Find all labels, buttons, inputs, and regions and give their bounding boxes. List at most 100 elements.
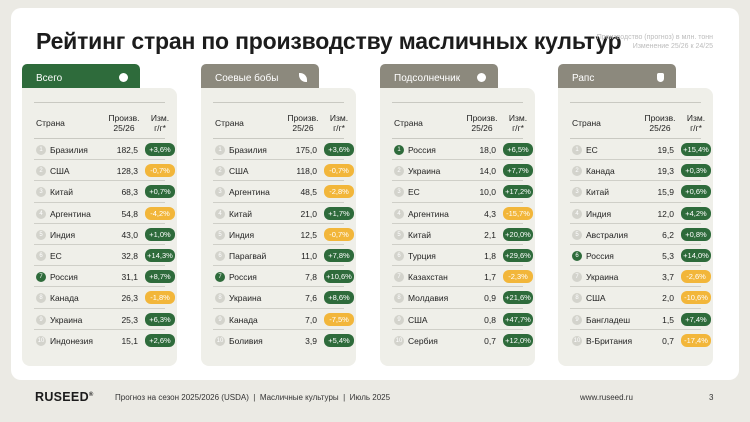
production-value: 3,9 (305, 335, 317, 346)
production-value: 6,2 (662, 229, 674, 240)
table-row: 8 Молдавия 0,9 +21,6% (392, 287, 533, 309)
change-badge: -4,2% (145, 206, 175, 220)
table-row: 1 Бразилия 182,5 +3,6% (34, 139, 175, 161)
change-badge: +21,6% (503, 291, 533, 305)
change-badge: +8,6% (324, 291, 354, 305)
table-row: 9 Украина 25,3 +6,3% (34, 309, 175, 330)
change-badge: +5,4% (324, 333, 354, 347)
table-row: 2 Украина 14,0 +7,7% (392, 160, 533, 182)
table-row: 7 Россия 7,8 +10,6% (213, 266, 354, 288)
page-title: Рейтинг стран по производству масличных … (36, 28, 622, 54)
logo-registered-mark: ® (88, 391, 94, 398)
country-name: Китай (50, 187, 73, 198)
change-badge: +6,5% (503, 143, 533, 156)
rank-badge: 5 (215, 229, 225, 240)
ranking-panel: Рапс Страна Произв. 25/26 Изм. г/г* 1 ЕС 19,5 +15… (558, 64, 713, 366)
table-row: 3 Китай 68,3 +0,7% (34, 181, 175, 203)
header-production: Произв. 25/26 (287, 113, 319, 133)
panel-tab-label: Подсолнечник (394, 73, 461, 84)
change-badge: +2,6% (145, 333, 175, 347)
table-header: Страна Произв. 25/26 Изм. г/г* (392, 102, 527, 139)
panel-tab[interactable]: Соевые бобы (201, 64, 319, 92)
panel-card: Страна Произв. 25/26 Изм. г/г* 1 ЕС 19,5 +15,4% 2… (558, 88, 713, 366)
footer-url-link[interactable]: www.ruseed.ru (580, 393, 633, 402)
panel-tab[interactable]: Всего (22, 64, 140, 92)
rank-badge: 1 (36, 145, 46, 155)
table-row: 7 Украина 3,7 -2,6% (570, 266, 711, 288)
rank-badge: 2 (36, 166, 46, 177)
change-badge: -0,7% (324, 227, 354, 241)
table-row: 3 Аргентина 48,5 -2,8% (213, 181, 354, 203)
change-badge: -2,6% (681, 270, 711, 284)
change-badge: +4,2% (681, 206, 711, 220)
rank-badge: 10 (394, 335, 404, 346)
rank-badge: 1 (572, 145, 582, 155)
rank-badge: 8 (215, 293, 225, 304)
country-name: Аргентина (229, 187, 270, 198)
country-name: В-Британия (586, 335, 633, 346)
country-name: Канада (50, 293, 79, 304)
production-value: 19,5 (657, 145, 674, 155)
table-row: 5 Австралия 6,2 +0,8% (570, 224, 711, 245)
header-production: Произв. 25/26 (644, 113, 676, 133)
panel-tab[interactable]: Подсолнечник (380, 64, 498, 92)
rank-badge: 10 (36, 335, 46, 346)
table-row: 2 Канада 19,3 +0,3% (570, 160, 711, 182)
page-number: 3 (709, 393, 714, 402)
change-badge: -2,3% (503, 270, 533, 284)
rank-badge: 2 (394, 166, 404, 177)
production-value: 118,0 (296, 166, 317, 177)
production-value: 11,0 (301, 250, 317, 261)
change-badge: +3,6% (145, 143, 175, 156)
panel-tab-label: Соевые бобы (215, 73, 279, 84)
change-badge: +8,7% (145, 270, 175, 284)
rank-badge: 7 (394, 272, 404, 283)
country-name: Индонезия (50, 335, 93, 346)
table-header: Страна Произв. 25/26 Изм. г/г* (213, 102, 348, 139)
rank-badge: 6 (36, 250, 46, 261)
change-badge: -2,8% (324, 185, 354, 199)
rank-badge: 3 (572, 187, 582, 198)
table-row: 8 Канада 26,3 -1,8% (34, 287, 175, 309)
panel-card: Страна Произв. 25/26 Изм. г/г* 1 Россия 18,0 +6,… (380, 88, 535, 366)
production-value: 21,0 (300, 208, 317, 219)
leaf-icon (299, 73, 307, 82)
table-row: 9 Бангладеш 1,5 +7,4% (570, 309, 711, 330)
country-name: Украина (408, 166, 441, 177)
production-value: 7,6 (305, 293, 317, 304)
footer-caption: Прогноз на сезон 2025/2026 (USDA) | Масл… (115, 393, 391, 402)
table-row: 4 Индия 12,0 +4,2% (570, 203, 711, 224)
country-name: Индия (50, 229, 76, 240)
country-name: Бразилия (50, 145, 88, 155)
production-value: 2,1 (484, 229, 496, 240)
table-row: 4 Аргентина 54,8 -4,2% (34, 203, 175, 224)
change-badge: +0,6% (681, 185, 711, 199)
country-name: Аргентина (408, 208, 449, 219)
change-badge: +47,7% (503, 312, 533, 326)
change-badge: +29,6% (503, 248, 533, 262)
production-value: 0,9 (484, 293, 496, 304)
change-badge: +12,0% (503, 333, 533, 347)
drop-icon (657, 73, 664, 82)
table-row: 10 Боливия 3,9 +5,4% (213, 330, 354, 351)
production-value: 182,5 (116, 145, 138, 155)
panel-tab[interactable]: Рапс (558, 64, 676, 92)
production-value: 7,8 (305, 272, 317, 283)
change-badge: -15,7% (503, 206, 533, 220)
table-row: 8 Украина 7,6 +8,6% (213, 287, 354, 309)
country-name: Бангладеш (586, 314, 631, 325)
change-badge: +7,4% (681, 312, 711, 326)
rank-badge: 3 (215, 187, 225, 198)
table-row: 9 США 0,8 +47,7% (392, 309, 533, 330)
change-badge: -17,4% (681, 333, 711, 347)
ranking-panel: Подсолнечник Страна Произв. 25/26 Изм. г/г* 1 Р… (380, 64, 535, 366)
header-change: Изм. г/г* (508, 113, 528, 133)
production-value: 25,3 (121, 314, 138, 325)
country-name: Боливия (229, 335, 263, 346)
production-value: 18,0 (479, 145, 496, 155)
rank-badge: 10 (215, 335, 225, 346)
country-name: Китай (408, 229, 431, 240)
production-value: 15,9 (657, 187, 674, 198)
production-value: 15,1 (121, 335, 138, 346)
table-row: 6 ЕС 32,8 +14,3% (34, 245, 175, 267)
